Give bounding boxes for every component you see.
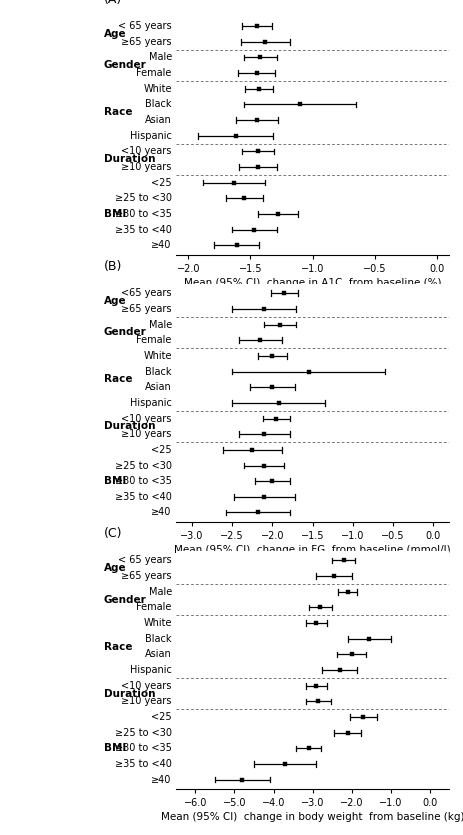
Text: Gender: Gender: [104, 327, 146, 337]
X-axis label: Mean (95% CI)  change in body weight  from baseline (kg): Mean (95% CI) change in body weight from…: [161, 812, 463, 822]
Text: ≥10 years: ≥10 years: [121, 162, 172, 172]
Text: Black: Black: [145, 634, 172, 644]
Text: White: White: [143, 618, 172, 628]
Text: ≥30 to <35: ≥30 to <35: [115, 209, 172, 219]
Text: Age: Age: [104, 29, 126, 39]
Text: (A): (A): [104, 0, 122, 6]
Text: ≥25 to <30: ≥25 to <30: [115, 461, 172, 470]
Text: Female: Female: [137, 336, 172, 345]
Text: Duration: Duration: [104, 689, 155, 699]
Text: (B): (B): [104, 260, 122, 273]
Text: Duration: Duration: [104, 422, 155, 432]
Text: (C): (C): [104, 527, 122, 540]
Text: ≥65 years: ≥65 years: [121, 37, 172, 47]
Text: Hispanic: Hispanic: [130, 398, 172, 407]
Text: Asian: Asian: [145, 382, 172, 392]
Text: Race: Race: [104, 107, 132, 117]
Text: ≥30 to <35: ≥30 to <35: [115, 743, 172, 753]
Text: ≥25 to <30: ≥25 to <30: [115, 194, 172, 203]
Text: Gender: Gender: [104, 595, 146, 605]
Text: BMI: BMI: [104, 743, 126, 753]
Text: Black: Black: [145, 367, 172, 377]
Text: Age: Age: [104, 564, 126, 574]
Text: ≥65 years: ≥65 years: [121, 304, 172, 314]
Text: <25: <25: [151, 445, 172, 455]
Text: Male: Male: [149, 320, 172, 330]
Text: Female: Female: [137, 68, 172, 78]
Text: Race: Race: [104, 374, 132, 384]
Text: BMI: BMI: [104, 476, 126, 486]
Text: ≥40: ≥40: [151, 775, 172, 785]
Text: Age: Age: [104, 296, 126, 306]
X-axis label: Mean (95% CI)  change in A1C  from baseline (%): Mean (95% CI) change in A1C from baselin…: [184, 278, 441, 288]
Text: Race: Race: [104, 641, 132, 651]
Text: <65 years: <65 years: [121, 288, 172, 298]
Text: BMI: BMI: [104, 209, 126, 219]
Text: < 65 years: < 65 years: [118, 555, 172, 565]
X-axis label: Mean (95% CI)  change in FG  from baseline (mmol/l): Mean (95% CI) change in FG from baseline…: [174, 545, 451, 555]
Text: Black: Black: [145, 99, 172, 109]
Text: Male: Male: [149, 587, 172, 597]
Text: White: White: [143, 84, 172, 94]
Text: White: White: [143, 351, 172, 361]
Text: Duration: Duration: [104, 154, 155, 164]
Text: ≥30 to <35: ≥30 to <35: [115, 476, 172, 486]
Text: < 65 years: < 65 years: [118, 21, 172, 31]
Text: <10 years: <10 years: [121, 146, 172, 156]
Text: ≥10 years: ≥10 years: [121, 429, 172, 439]
Text: <10 years: <10 years: [121, 413, 172, 423]
Text: Male: Male: [149, 53, 172, 63]
Text: ≥25 to <30: ≥25 to <30: [115, 728, 172, 737]
Text: ≥35 to <40: ≥35 to <40: [115, 492, 172, 502]
Text: ≥35 to <40: ≥35 to <40: [115, 225, 172, 235]
Text: ≥35 to <40: ≥35 to <40: [115, 759, 172, 769]
Text: <25: <25: [151, 712, 172, 722]
Text: <25: <25: [151, 178, 172, 188]
Text: Hispanic: Hispanic: [130, 131, 172, 140]
Text: Asian: Asian: [145, 650, 172, 660]
Text: Female: Female: [137, 603, 172, 612]
Text: Hispanic: Hispanic: [130, 665, 172, 675]
Text: Gender: Gender: [104, 60, 146, 70]
Text: ≥65 years: ≥65 years: [121, 571, 172, 581]
Text: ≥40: ≥40: [151, 240, 172, 250]
Text: Asian: Asian: [145, 115, 172, 125]
Text: ≥40: ≥40: [151, 508, 172, 518]
Text: ≥10 years: ≥10 years: [121, 696, 172, 706]
Text: <10 years: <10 years: [121, 681, 172, 691]
